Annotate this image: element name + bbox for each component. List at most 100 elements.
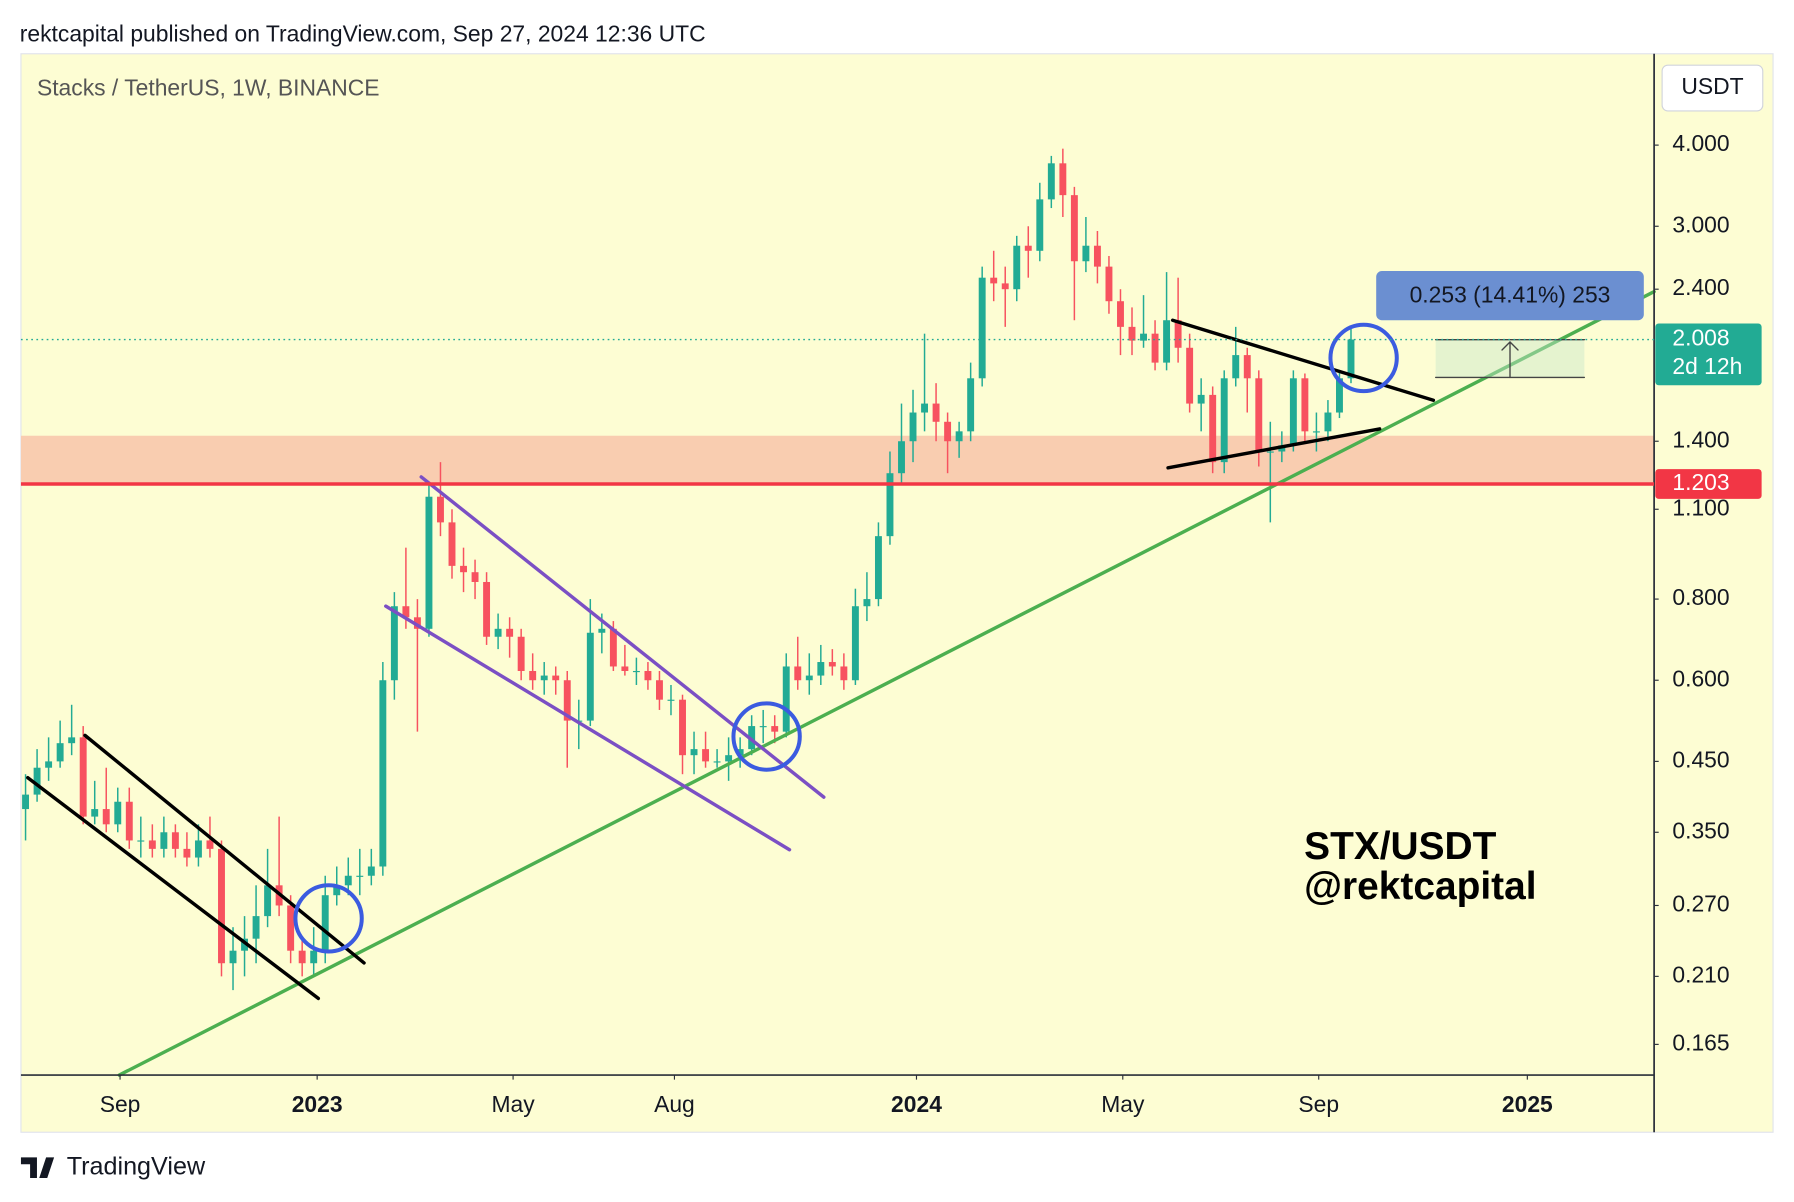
candle-body xyxy=(1232,355,1240,379)
candle-body xyxy=(1001,283,1009,290)
candle-body xyxy=(413,617,421,629)
candle-body xyxy=(229,950,237,964)
candle-body xyxy=(287,905,295,951)
tradingview-logo: TradingView xyxy=(20,1152,206,1180)
y-tick-label: 0.800 xyxy=(1672,584,1729,610)
candle-body xyxy=(529,670,537,681)
candle-body xyxy=(148,840,156,849)
candle-body xyxy=(171,832,179,849)
last-price-box xyxy=(1655,323,1762,386)
y-tick-label: 0.600 xyxy=(1672,665,1729,691)
currency-button[interactable] xyxy=(1661,64,1764,112)
candle-body xyxy=(460,565,467,573)
candle-body xyxy=(1082,245,1090,262)
x-tick-label: Sep xyxy=(1298,1091,1339,1117)
candle-body xyxy=(437,496,444,523)
y-tick-label: 0.350 xyxy=(1672,817,1729,843)
y-tick-label: 2.400 xyxy=(1672,274,1729,300)
axes: 0.1650.2100.2700.3500.4500.6000.8001.100… xyxy=(20,130,1762,1117)
candle-body xyxy=(990,277,998,284)
candle-body xyxy=(1036,199,1044,251)
candle-body xyxy=(1209,394,1217,463)
candle-body xyxy=(736,749,744,756)
candle-body xyxy=(448,522,456,566)
candle-body xyxy=(840,666,848,681)
candle-body xyxy=(1347,339,1355,379)
candle-body xyxy=(367,866,375,876)
candle-body xyxy=(794,666,802,681)
candle-body xyxy=(79,737,87,817)
green-trendline xyxy=(117,289,1656,1077)
x-tick-label: Sep xyxy=(100,1091,141,1117)
candle-body xyxy=(609,628,617,667)
candle-body xyxy=(252,916,260,939)
channel-line xyxy=(384,604,792,852)
channel-line xyxy=(83,733,366,965)
candle-body xyxy=(183,848,191,858)
candle-body xyxy=(483,581,491,637)
candle-body xyxy=(494,628,502,637)
currency-label[interactable]: USDT xyxy=(1681,73,1743,99)
candle-body xyxy=(851,606,859,681)
x-tick-label: 2024 xyxy=(891,1091,942,1117)
candle-body xyxy=(586,632,594,721)
candle-body xyxy=(1336,378,1343,413)
candle-body xyxy=(771,726,779,732)
candle-body xyxy=(390,606,398,681)
candle-body xyxy=(506,628,514,637)
candle-body xyxy=(45,761,53,768)
candle-body xyxy=(137,840,145,842)
candle-body xyxy=(22,794,30,810)
candle-body xyxy=(644,670,652,681)
channel-line xyxy=(419,475,826,799)
measure-label: 0.253 (14.41%) 253 xyxy=(1410,281,1611,307)
candle-body xyxy=(1105,266,1113,302)
candle-body xyxy=(886,473,894,537)
candle-body xyxy=(125,801,133,841)
candle-body xyxy=(725,755,733,762)
measure-label-box xyxy=(1376,271,1644,321)
candle-body xyxy=(967,378,975,432)
candle-body xyxy=(321,895,329,951)
y-tick-label: 0.270 xyxy=(1672,891,1729,917)
candle-body xyxy=(656,680,663,700)
logo-mark xyxy=(20,1157,55,1178)
candle-body xyxy=(817,662,825,676)
y-tick-label: 0.210 xyxy=(1672,961,1729,987)
y-tick-label: 4.000 xyxy=(1672,130,1729,156)
candle-body xyxy=(540,675,548,681)
breakout-circle xyxy=(731,701,802,772)
candle-body xyxy=(91,809,99,817)
candle-body xyxy=(978,277,986,379)
measure-arrow xyxy=(1501,340,1519,379)
candle-body xyxy=(264,885,272,917)
y-tick-label: 0.165 xyxy=(1672,1029,1729,1055)
channel-line xyxy=(26,775,321,1001)
candle-body xyxy=(921,403,929,413)
candle-body xyxy=(1266,451,1274,453)
publish-header: rektcapital published on TradingView.com… xyxy=(20,21,706,47)
watermark: @rektcapital xyxy=(1304,865,1536,908)
x-tick-label: Aug xyxy=(654,1091,695,1117)
candle-body xyxy=(679,699,686,756)
candle-body xyxy=(598,628,606,633)
candle-body xyxy=(1174,320,1182,348)
drawings xyxy=(26,289,1656,1077)
candle-body xyxy=(713,761,721,763)
triangle-line xyxy=(1166,427,1382,470)
candle-body xyxy=(1255,378,1263,452)
logo-text: TradingView xyxy=(67,1152,206,1180)
candle-body xyxy=(632,670,640,673)
candle-body xyxy=(218,848,225,964)
candle-body xyxy=(102,809,110,825)
level-label-box xyxy=(1655,469,1762,499)
candle-body xyxy=(690,749,698,756)
x-tick-label: 2025 xyxy=(1502,1091,1553,1117)
candle-body xyxy=(379,680,387,867)
candle-body xyxy=(828,662,836,667)
candle-body xyxy=(1301,378,1309,432)
candle-body xyxy=(1186,347,1194,404)
candle-body xyxy=(425,496,433,629)
candle-body xyxy=(1151,333,1159,363)
candle-body xyxy=(1312,431,1320,433)
